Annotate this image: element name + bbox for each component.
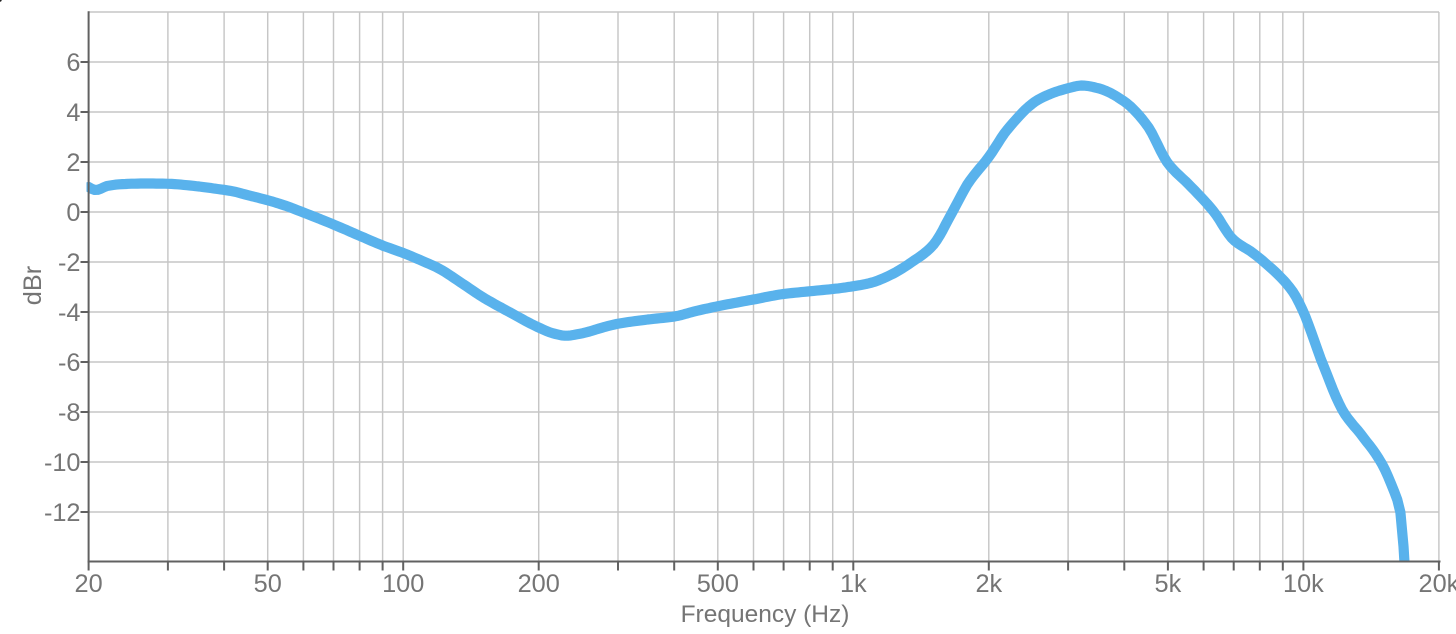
svg-text:5k: 5k: [1155, 570, 1182, 598]
svg-text:2k: 2k: [975, 570, 1002, 598]
svg-text:0: 0: [66, 199, 80, 227]
svg-text:-2: -2: [58, 249, 81, 277]
svg-text:10k: 10k: [1283, 570, 1324, 598]
svg-text:20k: 20k: [1419, 570, 1456, 598]
svg-text:Frequency (Hz): Frequency (Hz): [681, 601, 850, 628]
svg-text:-8: -8: [58, 399, 81, 427]
svg-text:-6: -6: [58, 349, 81, 377]
svg-text:6: 6: [66, 49, 80, 77]
svg-text:2: 2: [66, 149, 80, 177]
svg-text:50: 50: [254, 570, 282, 598]
svg-text:4: 4: [66, 99, 80, 127]
svg-text:200: 200: [518, 570, 560, 598]
svg-text:20: 20: [75, 570, 103, 598]
svg-text:-4: -4: [58, 299, 81, 327]
svg-text:-10: -10: [44, 449, 81, 477]
svg-text:100: 100: [382, 570, 424, 598]
svg-text:-12: -12: [44, 499, 81, 527]
svg-text:500: 500: [697, 570, 739, 598]
svg-text:dBr: dBr: [19, 266, 47, 305]
svg-text:1k: 1k: [840, 570, 867, 598]
